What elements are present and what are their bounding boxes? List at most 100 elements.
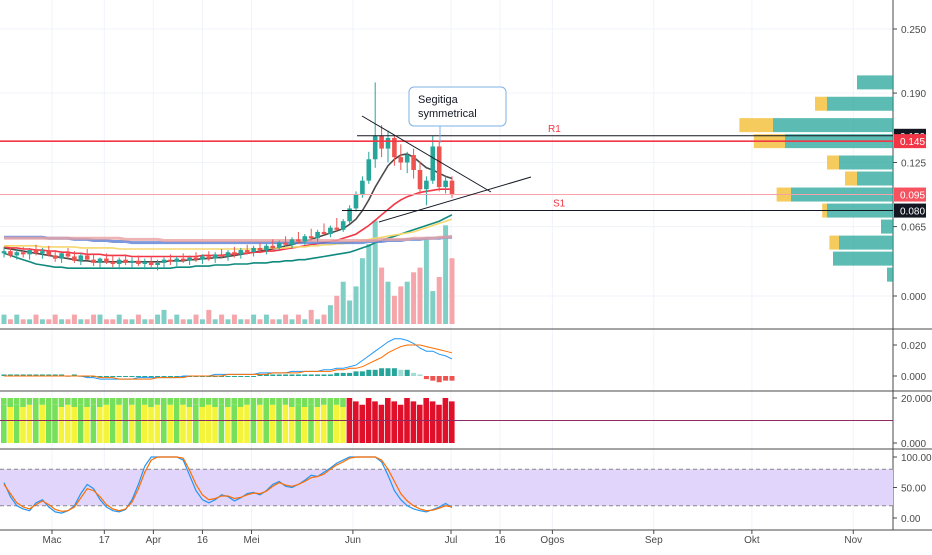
candle-body xyxy=(33,250,39,254)
volume-bar xyxy=(148,319,154,324)
candle-body xyxy=(443,180,448,188)
volume-bar xyxy=(289,319,295,324)
candle-body xyxy=(168,259,173,262)
time-axis-label: 16 xyxy=(494,535,506,546)
time-axis-label: Ogos xyxy=(540,535,564,546)
volume-bar xyxy=(251,314,257,324)
volume-bar xyxy=(84,319,90,324)
volume-bar xyxy=(366,244,372,324)
stochastic-axis-label: 0.00 xyxy=(901,514,921,525)
macd-histogram-bar xyxy=(110,376,116,377)
strength-bar xyxy=(237,407,244,443)
macd-histogram-bar xyxy=(289,374,295,376)
strength-bar xyxy=(20,407,26,443)
macd-histogram-bar xyxy=(129,376,135,377)
macd-histogram-bar xyxy=(167,376,173,377)
volume-profile-bar-up xyxy=(839,235,893,250)
volume-bar xyxy=(385,281,391,324)
macd-histogram-bar xyxy=(148,376,154,377)
strength-bar xyxy=(225,407,231,443)
strength-bar-top xyxy=(173,398,180,407)
macd-histogram-bar xyxy=(404,369,410,376)
volume-bar xyxy=(187,319,193,324)
volume-bar xyxy=(308,309,314,324)
volume-bar xyxy=(359,258,365,324)
time-axis-label: Okt xyxy=(744,535,760,546)
strength-bar xyxy=(97,407,103,443)
volume-bar xyxy=(193,314,199,324)
volume-bar xyxy=(161,309,167,324)
strength-bar-top xyxy=(212,398,218,407)
price-marker-bg xyxy=(894,203,926,218)
volume-bar xyxy=(347,300,353,324)
volume-profile-bar-down xyxy=(829,235,839,250)
strength-bar xyxy=(1,404,7,443)
volume-bar xyxy=(39,319,45,324)
strength-bar-top xyxy=(340,398,346,407)
strength-bar xyxy=(378,404,385,443)
volume-profile-bar-down xyxy=(827,155,839,170)
macd-histogram-bar xyxy=(174,376,180,377)
strength-bar-top xyxy=(39,398,45,405)
candle-body xyxy=(315,231,320,239)
callout-line-2: symmetrical xyxy=(418,108,477,120)
strength-bar-top xyxy=(186,398,193,407)
strength-bar-top xyxy=(333,398,340,405)
strength-bar-top xyxy=(301,398,308,407)
macd-histogram-bar xyxy=(116,376,122,377)
r1-label: R1 xyxy=(548,124,561,135)
strength-bar-top xyxy=(135,398,141,407)
price-marker-label: 0.145 xyxy=(900,137,925,148)
strength-bar-top xyxy=(257,398,263,405)
macd-histogram-bar xyxy=(411,372,417,376)
strength-bar-top xyxy=(321,398,327,405)
price-marker-bg xyxy=(894,187,926,202)
candle-body xyxy=(334,227,340,230)
volume-bar xyxy=(398,286,404,324)
strength-bar xyxy=(45,407,52,443)
macd-histogram-bar xyxy=(142,376,148,377)
candle-body xyxy=(72,256,77,261)
macd-pane: 0.020 0.000 xyxy=(1,338,926,383)
candle-body xyxy=(65,253,71,257)
volume-profile-bar-down xyxy=(845,171,857,186)
macd-histogram-bar xyxy=(244,376,250,377)
strength-bar xyxy=(122,407,129,443)
candle-body xyxy=(148,261,154,266)
candle-body xyxy=(424,180,429,190)
strength-bar-top xyxy=(122,398,129,407)
volume-profile-bar-up xyxy=(881,219,893,234)
volume-bar xyxy=(174,314,180,324)
price-axis-label: 0.190 xyxy=(901,89,926,100)
volume-bar xyxy=(46,319,52,324)
strength-bar xyxy=(193,404,199,443)
macd-histogram-bar xyxy=(443,376,449,381)
candle-body xyxy=(97,258,103,263)
volume-bar xyxy=(372,220,378,324)
time-axis-label: 16 xyxy=(197,535,209,546)
strength-bar xyxy=(167,404,173,443)
macd-histogram-bar xyxy=(327,374,333,376)
candle-body xyxy=(385,137,391,149)
macd-axis-label: 0.020 xyxy=(901,341,926,352)
macd-histogram-bar xyxy=(385,368,391,376)
volume-bar xyxy=(180,319,186,324)
volume-profile-bar-up xyxy=(827,96,893,111)
macd-histogram-bar xyxy=(449,376,455,381)
candle-body xyxy=(379,135,384,149)
strength-bar xyxy=(417,404,423,443)
volume-bar xyxy=(52,314,58,324)
volume-bar xyxy=(244,319,250,324)
strength-bar-top xyxy=(250,398,257,407)
macd-histogram-bar xyxy=(315,374,321,376)
macd-histogram-bar xyxy=(308,374,314,376)
stochastic-band xyxy=(0,469,893,506)
candle-body xyxy=(289,239,295,245)
volume-bar xyxy=(302,319,308,324)
candle-body xyxy=(328,227,333,235)
candle-body xyxy=(302,236,308,242)
macd-histogram-bar xyxy=(33,374,39,376)
macd-histogram-bar xyxy=(295,374,301,376)
